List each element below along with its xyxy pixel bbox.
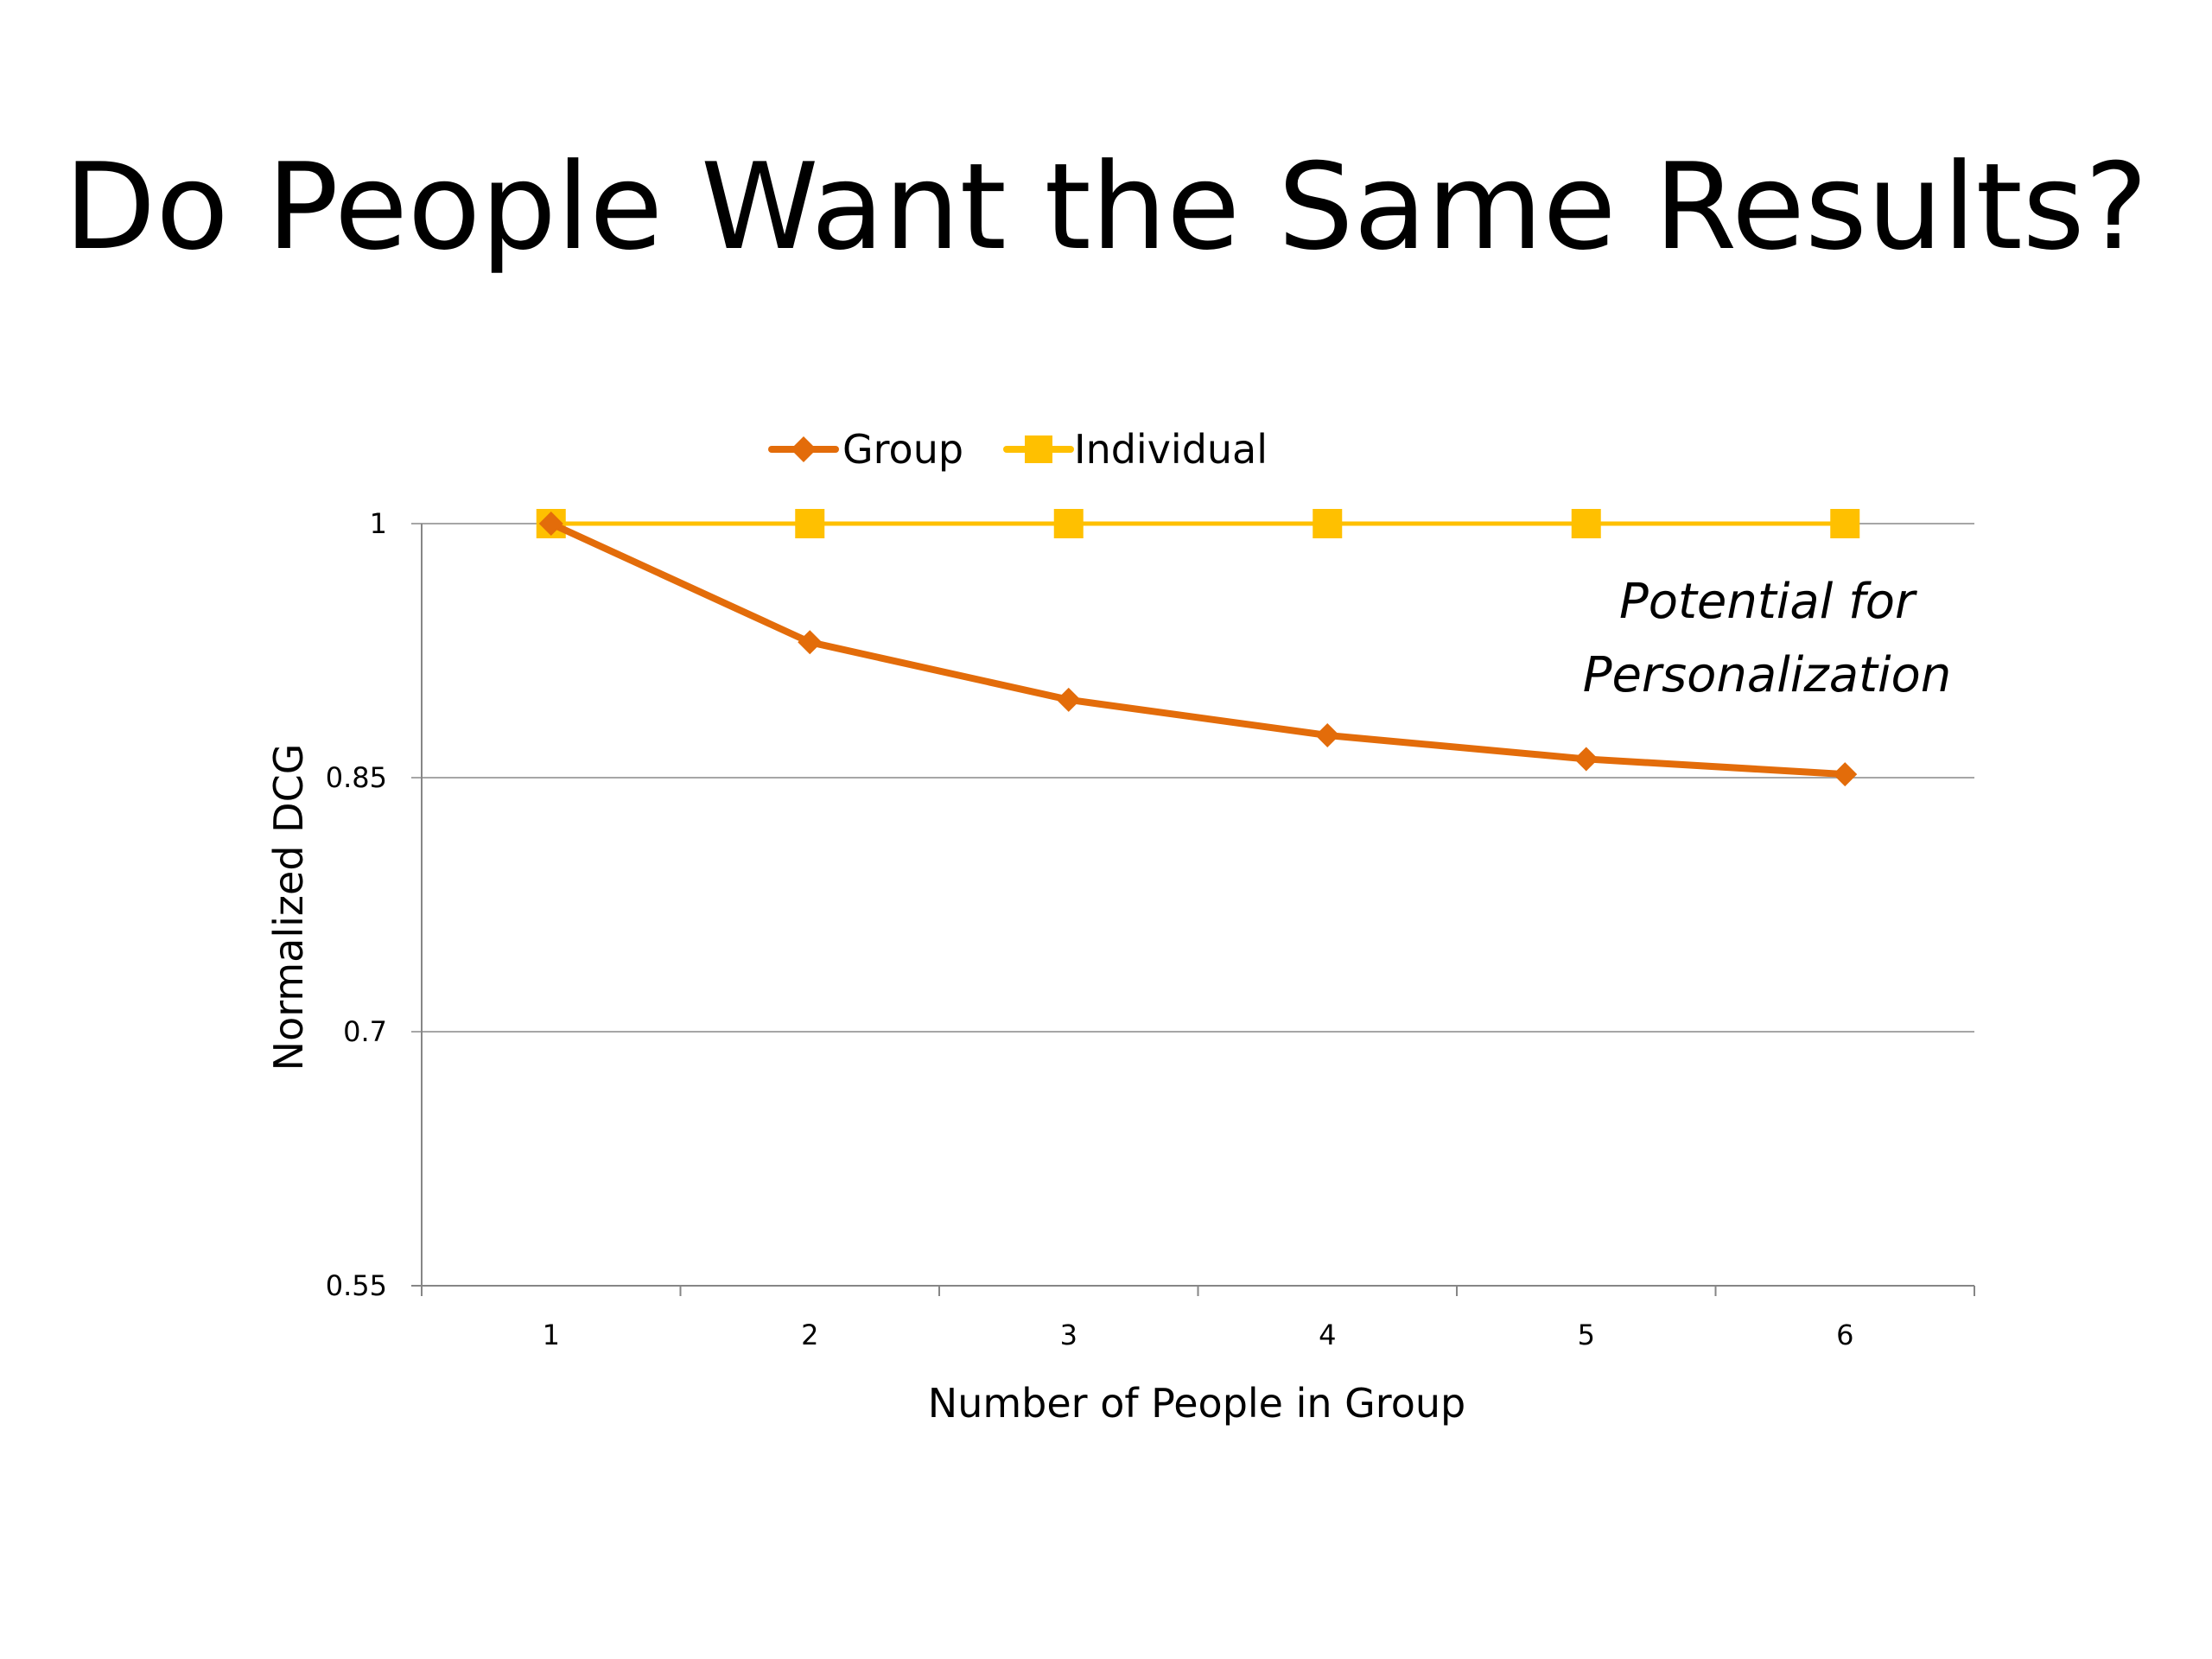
legend-label-group: Group (842, 426, 963, 473)
legend-marker-individual (1025, 435, 1052, 463)
x-tick-label: 5 (1578, 1319, 1595, 1351)
data-point-individual (1571, 509, 1601, 538)
data-point-group (1056, 687, 1081, 712)
legend-marker-group (791, 436, 817, 462)
x-tick-label: 3 (1060, 1319, 1077, 1351)
legend-item-individual: Individual (1003, 426, 1268, 473)
y-axis-title: Normalized DCG (265, 744, 312, 1071)
legend-item-group: Group (768, 426, 963, 473)
annotation-line-1: Potential for (1619, 574, 1917, 630)
data-point-group (1573, 747, 1599, 772)
data-point-individual (1053, 509, 1084, 538)
data-point-group (1833, 762, 1858, 787)
x-axis-title: Number of People in Group (928, 1380, 1465, 1427)
data-point-group (538, 512, 563, 536)
x-tick-label: 2 (801, 1319, 818, 1351)
chart-axes (411, 524, 1975, 1296)
data-point-individual (1830, 509, 1860, 538)
y-tick-labels: 1 0.85 0.7 0.55 (326, 507, 387, 1302)
x-tick-label: 4 (1319, 1319, 1336, 1351)
annotation-line-2: Personalization (1583, 647, 1952, 703)
chart-series (536, 509, 1860, 787)
data-point-group (1315, 723, 1340, 747)
legend-label-individual: Individual (1074, 426, 1268, 473)
series-individual (536, 509, 1860, 538)
data-point-individual (1313, 509, 1343, 538)
x-tick-labels: 1 2 3 4 5 6 (543, 1319, 1854, 1351)
data-point-individual (795, 509, 825, 538)
y-tick-label: 1 (370, 507, 387, 540)
y-tick-label: 0.7 (343, 1015, 387, 1048)
chart-legend: Group Individual (768, 426, 1268, 473)
data-point-group (798, 630, 823, 655)
y-tick-label: 0.55 (326, 1269, 387, 1302)
y-tick-label: 0.85 (326, 761, 387, 794)
series-line-group (547, 520, 1849, 779)
series-group (538, 512, 1858, 787)
x-tick-label: 6 (1836, 1319, 1853, 1351)
slide-title: Do People Want the Same Results? (64, 137, 2148, 276)
x-tick-label: 1 (543, 1319, 560, 1351)
